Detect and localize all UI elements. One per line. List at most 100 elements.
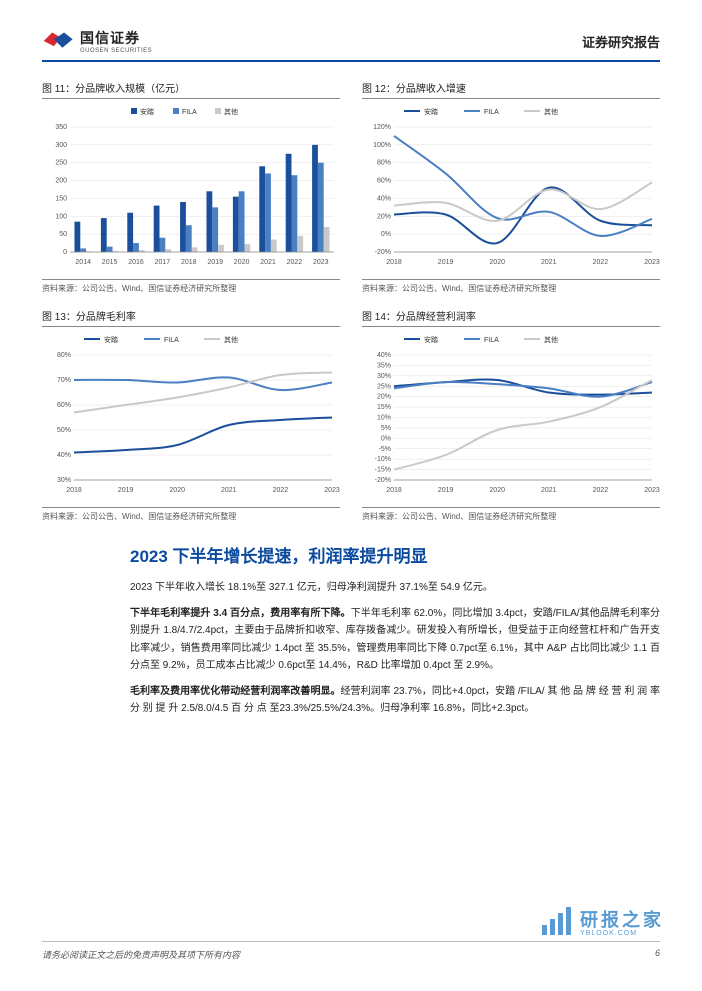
svg-text:0%: 0% <box>381 435 391 442</box>
svg-text:2023: 2023 <box>313 259 329 266</box>
svg-text:2018: 2018 <box>386 487 402 494</box>
svg-text:安踏: 安踏 <box>424 335 438 344</box>
svg-text:60%: 60% <box>57 402 71 409</box>
chart-14-title: 图 14：分品牌经营利润率 <box>362 308 660 327</box>
chart-13-canvas: 30% 40% 50% 60% 70% 80% 安踏 FILA 其他 2018 2019 2020 20… <box>42 333 340 498</box>
svg-text:2018: 2018 <box>181 259 197 266</box>
svg-text:FILA: FILA <box>484 337 499 344</box>
svg-text:其他: 其他 <box>544 335 558 344</box>
page-header: 国信证券 GUOSEN SECURITIES 证券研究报告 <box>42 28 660 62</box>
svg-text:2015: 2015 <box>102 259 118 266</box>
svg-text:40%: 40% <box>377 352 391 359</box>
section-heading: 2023 下半年增长提速，利润率提升明显 <box>130 542 660 567</box>
para-1: 2023 下半年收入增长 18.1%至 327.1 亿元，归母净利润提升 37.… <box>130 579 660 597</box>
page-footer: 请务必阅读正文之后的免责声明及其项下所有内容 6 <box>42 941 660 961</box>
svg-text:100: 100 <box>55 213 67 220</box>
svg-text:5%: 5% <box>381 425 391 432</box>
chart-12-title: 图 12：分品牌收入增速 <box>362 80 660 99</box>
svg-text:30%: 30% <box>377 373 391 380</box>
svg-text:120%: 120% <box>373 124 391 131</box>
svg-text:2022: 2022 <box>273 487 289 494</box>
svg-text:40%: 40% <box>377 195 391 202</box>
svg-text:15%: 15% <box>377 404 391 411</box>
svg-text:50: 50 <box>59 231 67 238</box>
svg-text:2022: 2022 <box>287 259 303 266</box>
svg-text:0%: 0% <box>381 231 391 238</box>
svg-text:安踏: 安踏 <box>424 107 438 116</box>
svg-text:-15%: -15% <box>375 467 391 474</box>
svg-text:FILA: FILA <box>484 109 499 116</box>
chart-12: 图 12：分品牌收入增速 -20% 0% 20% 40% 60% 80% 100% 120% 安… <box>362 80 660 294</box>
svg-text:2016: 2016 <box>128 259 144 266</box>
svg-text:100%: 100% <box>373 142 391 149</box>
svg-text:20%: 20% <box>377 394 391 401</box>
svg-text:安踏: 安踏 <box>104 335 118 344</box>
svg-text:80%: 80% <box>377 160 391 167</box>
chart-14-source: 资料来源：公司公告、Wind、国信证券经济研究所整理 <box>362 507 660 522</box>
svg-text:40%: 40% <box>57 452 71 459</box>
svg-text:2017: 2017 <box>155 259 171 266</box>
svg-text:-5%: -5% <box>379 446 391 453</box>
svg-text:10%: 10% <box>377 415 391 422</box>
svg-text:2019: 2019 <box>438 487 454 494</box>
svg-text:2021: 2021 <box>260 259 276 266</box>
svg-text:200: 200 <box>55 178 67 185</box>
svg-text:2022: 2022 <box>593 487 609 494</box>
svg-text:2019: 2019 <box>438 259 454 266</box>
svg-text:20%: 20% <box>377 213 391 220</box>
svg-text:2019: 2019 <box>207 259 223 266</box>
svg-text:150: 150 <box>55 195 67 202</box>
page-number: 6 <box>655 948 660 961</box>
chart-12-source: 资料来源：公司公告、Wind、国信证券经济研究所整理 <box>362 279 660 294</box>
svg-text:FILA: FILA <box>164 337 179 344</box>
svg-text:2018: 2018 <box>386 259 402 266</box>
svg-text:2021: 2021 <box>541 259 557 266</box>
svg-text:30%: 30% <box>57 477 71 484</box>
brand-logo: 国信证券 GUOSEN SECURITIES <box>42 28 152 54</box>
svg-text:2020: 2020 <box>489 487 505 494</box>
chart-11-title: 图 11：分品牌收入规模（亿元） <box>42 80 340 99</box>
para-2: 下半年毛利率提升 3.4 百分点，费用率有所下降。下半年毛利率 62.0%，同比… <box>130 605 660 675</box>
svg-text:350: 350 <box>55 124 67 131</box>
chart-13: 图 13：分品牌毛利率 30%40%50%60%70%80%安踏FILA其他20… <box>42 308 340 522</box>
svg-text:2020: 2020 <box>489 259 505 266</box>
svg-text:其他: 其他 <box>224 335 238 344</box>
logo-icon <box>42 29 76 53</box>
doc-type: 证券研究报告 <box>582 32 660 51</box>
brand-sub: GUOSEN SECURITIES <box>80 48 152 54</box>
svg-text:其他: 其他 <box>224 107 238 116</box>
svg-text:2020: 2020 <box>169 487 185 494</box>
chart-12-canvas: -20% 0% 20% 40% 60% 80% 100% 120% 安踏 FILA 其他 2018 20… <box>362 105 660 270</box>
watermark-icon <box>540 907 574 937</box>
chart-13-source: 资料来源：公司公告、Wind、国信证券经济研究所整理 <box>42 507 340 522</box>
svg-text:0: 0 <box>63 249 67 256</box>
svg-text:安踏: 安踏 <box>140 107 154 116</box>
watermark-title: 研报之家 <box>580 906 664 932</box>
charts-grid: 图 11：分品牌收入规模（亿元） 050100150200250300350安踏… <box>42 80 660 522</box>
svg-text:FILA: FILA <box>182 109 197 116</box>
brand-name: 国信证券 <box>80 28 152 48</box>
svg-text:50%: 50% <box>57 427 71 434</box>
svg-text:2023: 2023 <box>644 487 660 494</box>
chart-14: 图 14：分品牌经营利润率 -20%-15%-10%-5%0%5%10%15%2… <box>362 308 660 522</box>
svg-text:35%: 35% <box>377 362 391 369</box>
svg-text:-20%: -20% <box>375 249 391 256</box>
svg-text:80%: 80% <box>57 352 71 359</box>
svg-text:70%: 70% <box>57 377 71 384</box>
svg-text:其他: 其他 <box>544 107 558 116</box>
svg-text:2019: 2019 <box>118 487 134 494</box>
svg-text:60%: 60% <box>377 178 391 185</box>
para-2-bold: 下半年毛利率提升 3.4 百分点，费用率有所下降。 <box>130 608 351 619</box>
chart-11: 图 11：分品牌收入规模（亿元） 050100150200250300350安踏… <box>42 80 340 294</box>
footer-disclaimer: 请务必阅读正文之后的免责声明及其项下所有内容 <box>42 948 240 961</box>
svg-text:-20%: -20% <box>375 477 391 484</box>
para-3-bold: 毛利率及费用率优化带动经营利润率改善明显。 <box>130 686 341 697</box>
svg-text:250: 250 <box>55 160 67 167</box>
svg-text:2020: 2020 <box>234 259 250 266</box>
svg-text:2021: 2021 <box>221 487 237 494</box>
svg-text:2018: 2018 <box>66 487 82 494</box>
svg-text:2014: 2014 <box>75 259 91 266</box>
para-3: 毛利率及费用率优化带动经营利润率改善明显。经营利润率 23.7%，同比+4.0p… <box>130 683 660 718</box>
svg-text:25%: 25% <box>377 383 391 390</box>
chart-11-canvas: 050100150200250300350安踏FILA其他20142015201… <box>42 105 340 270</box>
